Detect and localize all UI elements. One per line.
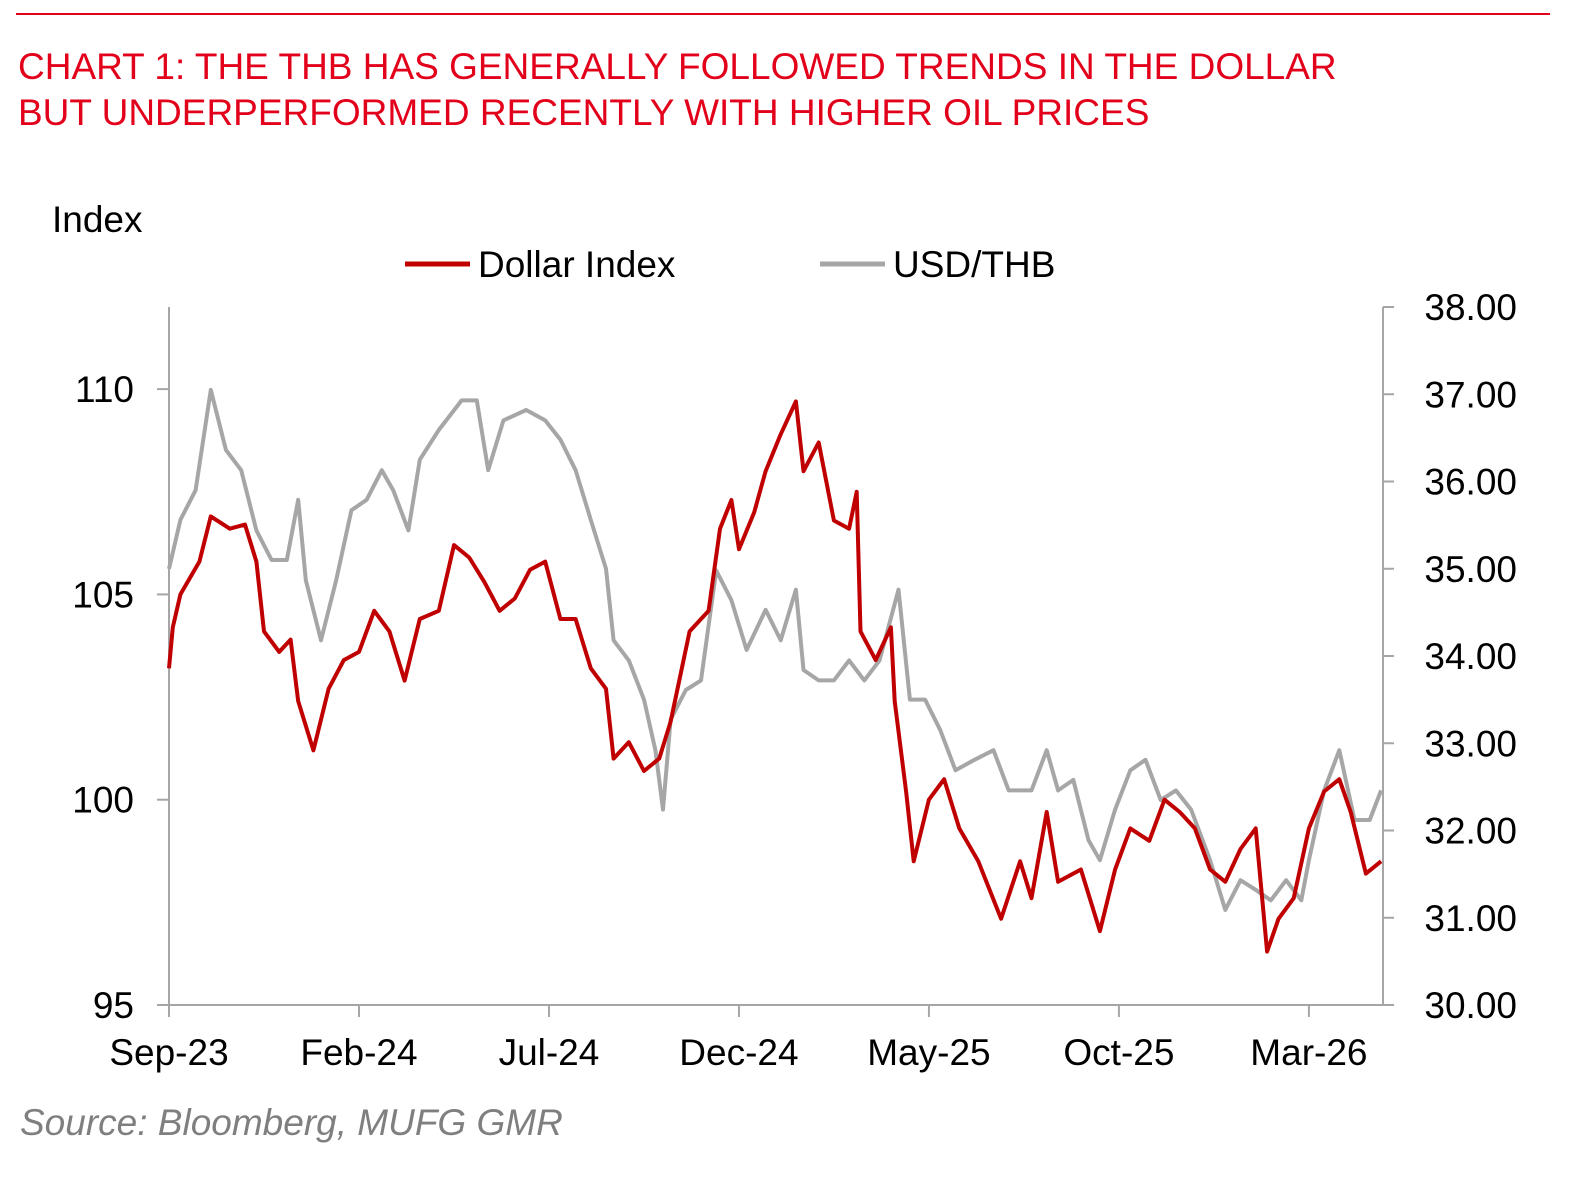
- x-tick-label: Feb-24: [300, 1032, 417, 1073]
- y-tick-label-right: 36.00: [1424, 462, 1517, 503]
- x-tick-label: Oct-25: [1063, 1032, 1174, 1073]
- y-tick-label-right: 31.00: [1424, 898, 1517, 939]
- y-tick-label-right: 33.00: [1424, 723, 1517, 764]
- legend-label-thb: USD/THB: [893, 244, 1055, 285]
- y-tick-label-right: 38.00: [1424, 287, 1517, 328]
- y-tick-label-right: 32.00: [1424, 811, 1517, 852]
- y-tick-label-left: 110: [75, 369, 134, 410]
- series-line-usd-thb: [167, 387, 1383, 912]
- y-tick-label-right: 37.00: [1424, 374, 1517, 415]
- chart-title-line-1: CHART 1: THE THB HAS GENERALLY FOLLOWED …: [18, 46, 1337, 87]
- x-tick-label: Sep-23: [109, 1032, 228, 1073]
- y-tick-label-right: 30.00: [1424, 985, 1517, 1026]
- y-tick-label-left: 95: [93, 985, 134, 1026]
- y-tick-label-left: 100: [72, 780, 134, 821]
- legend: Dollar Index USD/THB: [405, 244, 1055, 285]
- x-tick-label: Dec-24: [679, 1032, 798, 1073]
- y-tick-label-right: 34.00: [1424, 636, 1517, 677]
- ticks: Sep-23 Feb-24 Jul-24 Dec-24 May-25 Oct-25 Mar-…: [72, 287, 1517, 1073]
- x-tick-label: Jul-24: [499, 1032, 600, 1073]
- source-note: Source: Bloomberg, MUFG GMR: [20, 1102, 563, 1143]
- y-tick-label-left: 105: [72, 574, 134, 615]
- legend-label-dollar: Dollar Index: [478, 244, 676, 285]
- series: [167, 387, 1383, 954]
- x-tick-label: Mar-26: [1250, 1032, 1367, 1073]
- chart-title-line-2: BUT UNDERPERFORMED RECENTLY WITH HIGHER …: [18, 92, 1149, 133]
- series-line-dollar-index: [167, 399, 1383, 954]
- y-tick-label-right: 35.00: [1424, 549, 1517, 590]
- y-axis-label-left: Index: [52, 199, 143, 240]
- x-tick-label: May-25: [867, 1032, 990, 1073]
